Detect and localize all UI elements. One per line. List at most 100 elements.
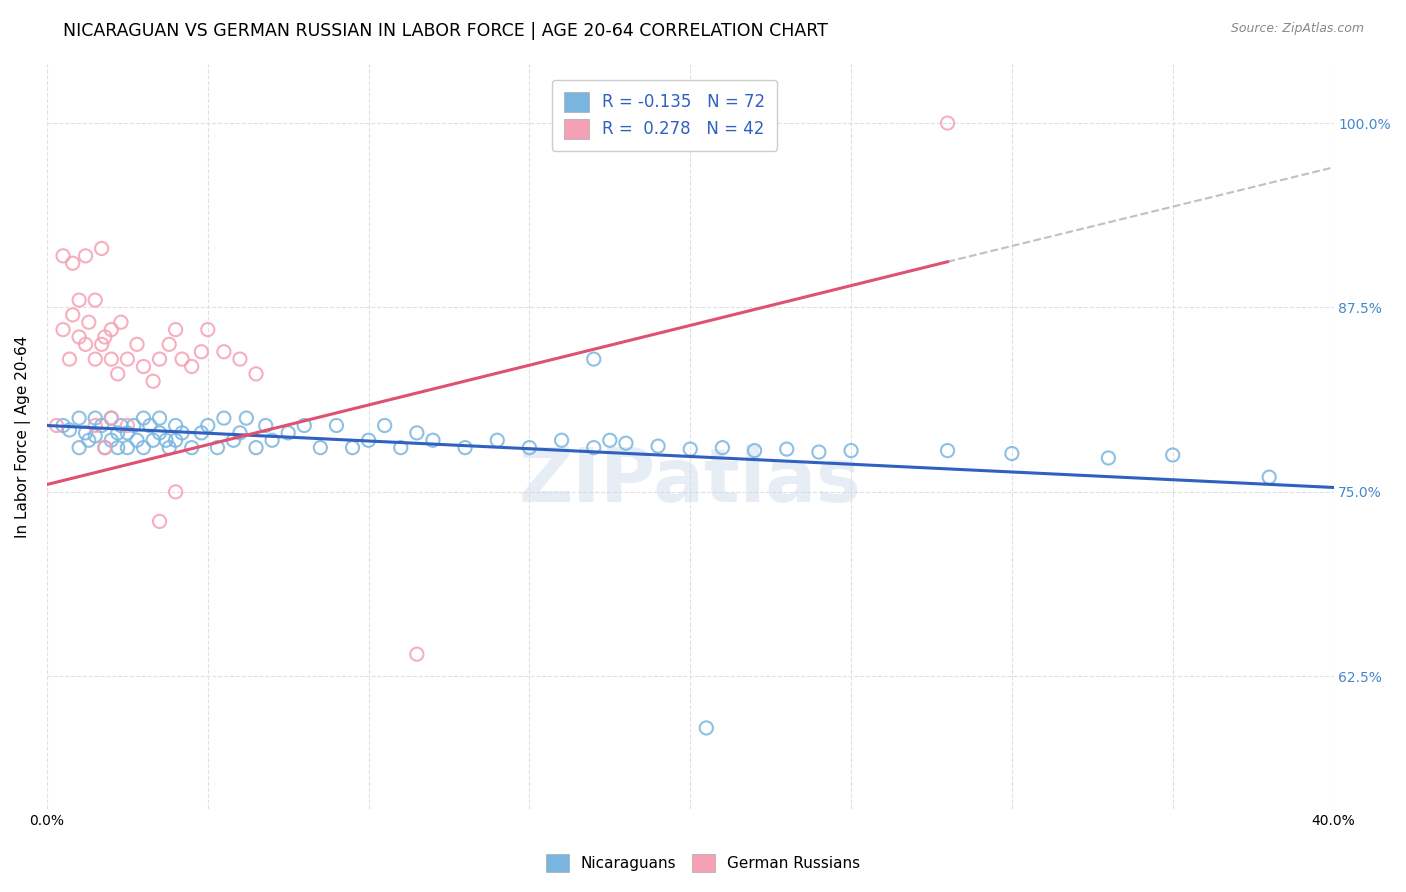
Point [292, 418, 315, 433]
Point [75, 425, 97, 440]
Point [122, 418, 145, 433]
Point [254, 418, 277, 433]
Point [170, 425, 193, 440]
Point [190, 425, 212, 440]
Point [75, 337, 97, 351]
Point [94, 330, 117, 344]
Point [262, 434, 284, 448]
Point [90, 242, 112, 256]
Point [422, 434, 444, 448]
Point [744, 443, 766, 458]
Point [77, 315, 100, 329]
Point [45, 418, 67, 433]
Point [117, 352, 139, 367]
Point [695, 721, 717, 735]
Point [165, 484, 187, 499]
Point [936, 443, 959, 458]
Point [148, 425, 170, 440]
Point [132, 441, 155, 455]
Point [357, 434, 380, 448]
Point [170, 352, 193, 367]
Text: ZIPatlas: ZIPatlas [519, 445, 862, 517]
Point [94, 441, 117, 455]
Point [157, 441, 180, 455]
Point [207, 441, 229, 455]
Point [235, 411, 257, 425]
Point [197, 418, 219, 433]
Point [1161, 448, 1184, 462]
Point [165, 418, 187, 433]
Point [77, 434, 100, 448]
Point [190, 344, 212, 359]
Point [148, 352, 170, 367]
Point [245, 441, 267, 455]
Point [1097, 450, 1119, 465]
Point [148, 411, 170, 425]
Point [389, 441, 412, 455]
Point [117, 441, 139, 455]
Point [342, 441, 364, 455]
Point [309, 441, 332, 455]
Point [52, 323, 75, 337]
Point [165, 434, 187, 448]
Point [67, 411, 90, 425]
Point [212, 411, 235, 425]
Point [222, 434, 245, 448]
Point [58, 352, 80, 367]
Point [776, 442, 799, 456]
Point [84, 352, 107, 367]
Point [807, 445, 830, 459]
Point [155, 434, 177, 448]
Y-axis label: In Labor Force | Age 20-64: In Labor Force | Age 20-64 [15, 335, 31, 538]
Point [125, 337, 148, 351]
Point [94, 441, 117, 455]
Legend: R = -0.135   N = 72, R =  0.278   N = 42: R = -0.135 N = 72, R = 0.278 N = 42 [553, 80, 778, 151]
Point [839, 443, 862, 458]
Point [325, 418, 347, 433]
Point [142, 434, 165, 448]
Point [180, 359, 202, 374]
Point [125, 434, 148, 448]
Point [197, 323, 219, 337]
Point [165, 323, 187, 337]
Point [142, 374, 165, 388]
Point [1258, 470, 1281, 484]
Point [100, 323, 122, 337]
Point [405, 647, 427, 661]
Point [647, 439, 669, 453]
Point [405, 425, 427, 440]
Point [582, 352, 605, 367]
Point [454, 441, 477, 455]
Point [62, 256, 84, 270]
Point [277, 425, 299, 440]
Point [550, 434, 572, 448]
Point [107, 441, 129, 455]
Point [486, 434, 509, 448]
Point [58, 423, 80, 437]
Point [107, 367, 129, 381]
Point [75, 249, 97, 263]
Point [139, 418, 162, 433]
Point [1001, 446, 1024, 460]
Point [157, 337, 180, 351]
Point [148, 515, 170, 529]
Point [110, 315, 132, 329]
Point [100, 434, 122, 448]
Point [180, 441, 202, 455]
Point [100, 352, 122, 367]
Point [229, 425, 252, 440]
Point [132, 359, 155, 374]
Point [52, 418, 75, 433]
Point [84, 411, 107, 425]
Point [679, 442, 702, 456]
Point [599, 434, 621, 448]
Point [711, 441, 734, 455]
Point [110, 418, 132, 433]
Point [245, 367, 267, 381]
Legend: Nicaraguans, German Russians: Nicaraguans, German Russians [538, 846, 868, 880]
Point [84, 418, 107, 433]
Point [100, 411, 122, 425]
Point [212, 344, 235, 359]
Point [52, 249, 75, 263]
Text: Source: ZipAtlas.com: Source: ZipAtlas.com [1230, 22, 1364, 36]
